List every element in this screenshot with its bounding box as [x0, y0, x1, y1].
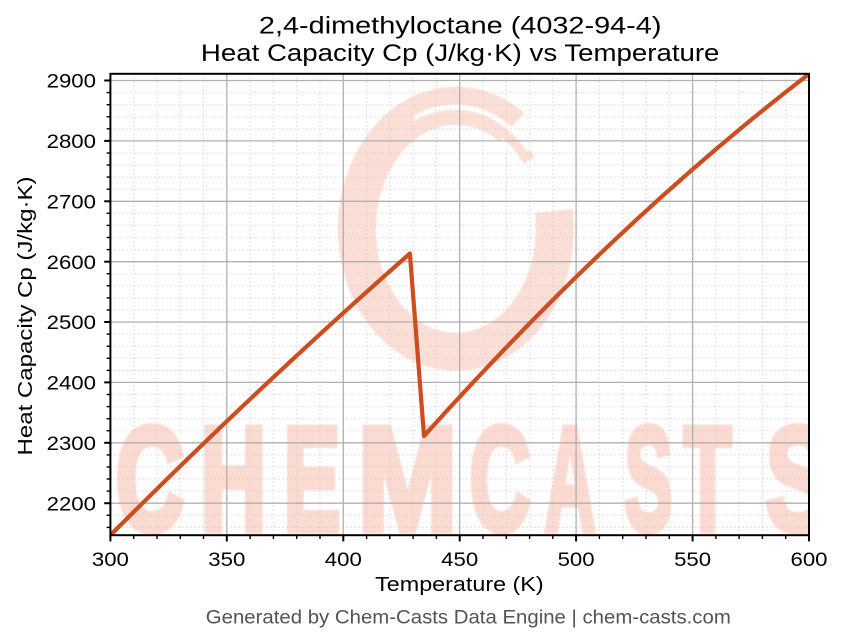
svg-text:S: S — [625, 397, 673, 562]
svg-text:2400: 2400 — [47, 373, 96, 395]
svg-text:2200: 2200 — [47, 493, 96, 515]
svg-text:350: 350 — [208, 549, 245, 571]
svg-text:2500: 2500 — [47, 312, 96, 334]
svg-text:2,4-dimethyloctane (4032-94-4): 2,4-dimethyloctane (4032-94-4) — [259, 13, 662, 40]
svg-text:2300: 2300 — [47, 433, 96, 455]
svg-text:2900: 2900 — [47, 71, 96, 93]
svg-text:2800: 2800 — [47, 131, 96, 153]
svg-text:E: E — [284, 397, 341, 562]
svg-text:Heat Capacity Cp (J/kg·K) vs T: Heat Capacity Cp (J/kg·K) vs Temperature — [201, 40, 720, 67]
svg-text:Heat Capacity Cp (J/kg·K): Heat Capacity Cp (J/kg·K) — [15, 177, 37, 456]
svg-text:T: T — [684, 397, 732, 562]
svg-text:600: 600 — [791, 549, 828, 571]
svg-text:300: 300 — [92, 549, 129, 571]
svg-text:450: 450 — [441, 549, 478, 571]
svg-text:400: 400 — [325, 549, 362, 571]
svg-text:550: 550 — [674, 549, 711, 571]
svg-text:500: 500 — [558, 549, 595, 571]
svg-text:2600: 2600 — [47, 252, 96, 274]
svg-text:Generated by Chem-Casts Data E: Generated by Chem-Casts Data Engine | ch… — [206, 608, 731, 629]
svg-text:2700: 2700 — [47, 191, 96, 213]
svg-text:S: S — [766, 397, 831, 562]
svg-text:C: C — [116, 397, 185, 562]
svg-text:Temperature (K): Temperature (K) — [375, 574, 544, 596]
svg-text:C: C — [470, 397, 531, 562]
